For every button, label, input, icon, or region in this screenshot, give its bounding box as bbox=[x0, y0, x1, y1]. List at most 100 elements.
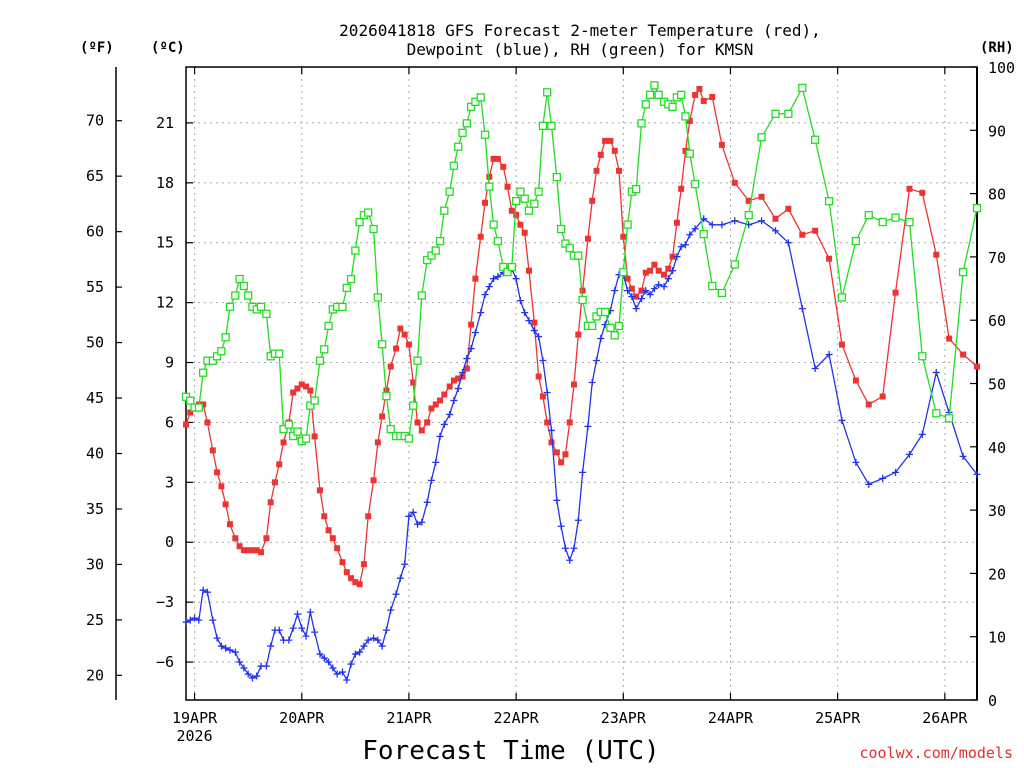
dewpoint-point-53 bbox=[418, 518, 426, 526]
rh-tick-label-0: 0 bbox=[988, 692, 997, 710]
dewpoint-point-100 bbox=[628, 293, 636, 301]
2-meter-temperature-point-0 bbox=[183, 421, 189, 428]
celsius-tick-label-5: 9 bbox=[165, 354, 174, 372]
fahrenheit-tick-label-9: 65 bbox=[86, 167, 104, 185]
dewpoint-point-121 bbox=[771, 227, 779, 235]
relative-humidity-point-126 bbox=[837, 293, 847, 302]
2-meter-temperature-point-136 bbox=[960, 351, 967, 358]
dewpoint-point-130 bbox=[892, 468, 900, 476]
relative-humidity-point-69 bbox=[489, 220, 498, 229]
relative-humidity-point-1 bbox=[186, 396, 195, 405]
dewpoint-point-79 bbox=[535, 333, 543, 341]
relative-humidity-point-98 bbox=[619, 267, 628, 277]
relative-humidity-point-65 bbox=[471, 97, 480, 106]
relative-humidity-point-104 bbox=[645, 90, 655, 100]
rh-tick-label-4: 40 bbox=[988, 439, 1006, 457]
relative-humidity-point-21 bbox=[275, 349, 284, 358]
2-meter-temperature-point-17 bbox=[258, 549, 265, 556]
2-meter-temperature-point-24 bbox=[290, 389, 297, 396]
dewpoint-point-18 bbox=[262, 662, 270, 670]
relative-humidity-point-52 bbox=[413, 356, 422, 365]
2-meter-temperature-point-84 bbox=[558, 459, 565, 466]
2-meter-temperature-point-33 bbox=[329, 535, 336, 542]
relative-humidity-point-67 bbox=[480, 130, 490, 139]
relative-humidity-point-11 bbox=[231, 291, 240, 300]
2-meter-temperature-point-113 bbox=[686, 117, 693, 124]
dewpoint-point-8 bbox=[217, 642, 225, 650]
dewpoint-point-89 bbox=[579, 468, 587, 476]
relative-humidity-point-111 bbox=[677, 90, 686, 100]
relative-humidity-point-57 bbox=[435, 236, 445, 246]
dewpoint-point-106 bbox=[655, 281, 663, 289]
relative-humidity-point-89 bbox=[578, 295, 587, 305]
dewpoint-point-69 bbox=[490, 275, 498, 283]
dewpoint-point-59 bbox=[446, 410, 454, 418]
2-meter-temperature-point-92 bbox=[593, 167, 600, 174]
2-meter-temperature-point-65 bbox=[472, 275, 479, 282]
2-meter-temperature-point-59 bbox=[446, 383, 453, 390]
credit-label: coolwx.com/models bbox=[859, 744, 1013, 762]
2-meter-temperature-point-62 bbox=[459, 373, 466, 380]
dewpoint-point-67 bbox=[481, 291, 489, 299]
dewpoint-point-31 bbox=[320, 654, 328, 662]
relative-humidity-point-50 bbox=[404, 434, 414, 443]
dewpoint-point-96 bbox=[611, 287, 619, 295]
dewpoint-point-126 bbox=[838, 416, 846, 424]
2-meter-temperature-point-31 bbox=[321, 513, 328, 520]
rh-tick-label-5: 50 bbox=[988, 376, 1006, 394]
x-axis-label: Forecast Time (UTC) bbox=[362, 736, 659, 766]
2-meter-temperature-point-40 bbox=[360, 561, 367, 568]
relative-humidity-point-18 bbox=[262, 309, 271, 319]
2-meter-temperature-point-94 bbox=[602, 137, 609, 144]
relative-humidity-point-122 bbox=[784, 109, 793, 118]
x-tick-sublabel-0: 2026 bbox=[177, 727, 213, 745]
dewpoint-point-58 bbox=[440, 420, 448, 428]
2-meter-temperature-point-123 bbox=[785, 205, 792, 212]
dewpoint-point-23 bbox=[285, 636, 293, 644]
relative-humidity-point-12 bbox=[235, 274, 244, 284]
relative-humidity-point-61 bbox=[454, 142, 463, 151]
dewpoint-point-39 bbox=[356, 648, 364, 656]
2-meter-temperature-point-111 bbox=[678, 185, 685, 192]
relative-humidity-point-37 bbox=[346, 274, 356, 284]
dewpoint-point-51 bbox=[409, 508, 417, 516]
dewpoint-point-127 bbox=[852, 458, 860, 466]
x-tick-label-6: 25APR bbox=[815, 709, 861, 727]
relative-humidity-point-96 bbox=[610, 331, 619, 340]
2-meter-temperature-point-127 bbox=[838, 341, 845, 348]
dewpoint-point-2 bbox=[191, 614, 199, 622]
dewpoint-point-114 bbox=[691, 225, 699, 233]
celsius-tick-label-0: −6 bbox=[156, 653, 174, 671]
relative-humidity-point-129 bbox=[878, 217, 887, 227]
relative-humidity-point-27 bbox=[301, 434, 311, 443]
dewpoint-point-36 bbox=[343, 676, 351, 684]
relative-humidity-point-6 bbox=[208, 356, 217, 365]
2-meter-temperature-point-76 bbox=[521, 229, 528, 236]
relative-humidity-point-132 bbox=[918, 352, 927, 361]
dewpoint-point-3 bbox=[195, 616, 203, 624]
fahrenheit-tick-label-6: 50 bbox=[86, 334, 104, 352]
relative-humidity-point-113 bbox=[685, 149, 694, 158]
dewpoint-point-42 bbox=[370, 634, 378, 642]
dewpoint-point-16 bbox=[253, 672, 261, 680]
relative-humidity-point-75 bbox=[516, 187, 525, 196]
relative-humidity-point-136 bbox=[972, 204, 982, 213]
dewpoint-point-61 bbox=[454, 384, 462, 392]
relative-humidity-point-77 bbox=[524, 206, 534, 215]
relative-humidity-point-85 bbox=[561, 239, 570, 248]
x-tick-label-3: 22APR bbox=[494, 709, 540, 727]
dewpoint-point-77 bbox=[525, 317, 533, 325]
chart-title-line-1: 2026041818 GFS Forecast 2-meter Temperat… bbox=[339, 21, 821, 40]
dewpoint-point-6 bbox=[209, 616, 217, 624]
relative-humidity-point-79 bbox=[534, 187, 543, 196]
relative-humidity-point-119 bbox=[744, 210, 753, 220]
2-meter-temperature-point-135 bbox=[946, 335, 953, 342]
relative-humidity-point-86 bbox=[565, 243, 574, 253]
dewpoint-point-92 bbox=[593, 357, 601, 365]
2-meter-temperature-point-133 bbox=[919, 189, 926, 196]
relative-humidity-point-23 bbox=[284, 420, 294, 429]
dewpoint-point-47 bbox=[392, 590, 400, 598]
relative-humidity-point-120 bbox=[757, 133, 766, 142]
2-meter-temperature-point-110 bbox=[673, 219, 680, 226]
relative-humidity-point-24 bbox=[289, 431, 298, 441]
